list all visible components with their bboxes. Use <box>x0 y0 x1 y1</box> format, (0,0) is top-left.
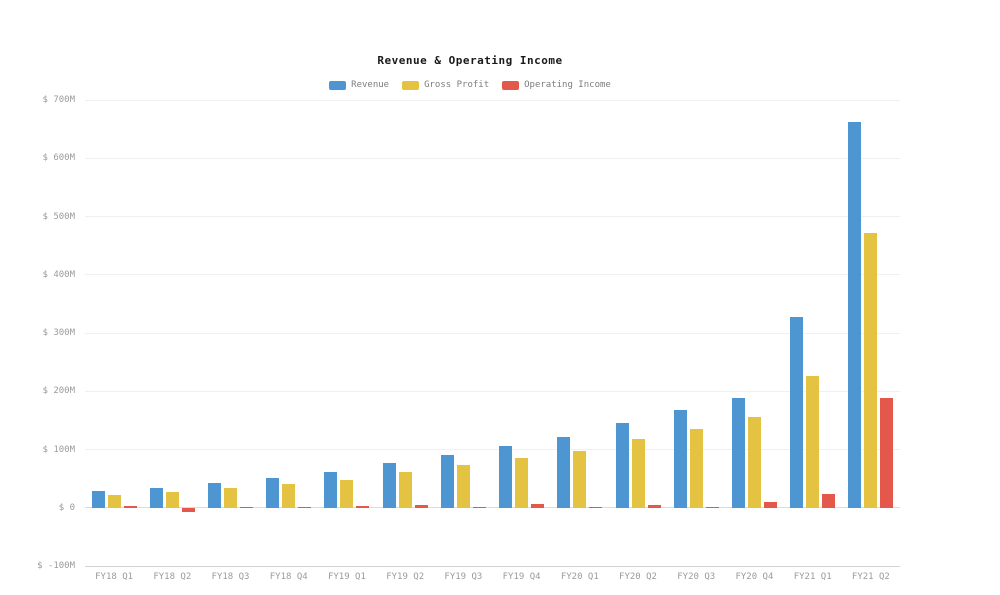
gridline <box>85 449 900 450</box>
bar-revenue <box>673 410 687 508</box>
bar-gross-profit <box>224 487 238 508</box>
chart-title: Revenue & Operating Income <box>377 54 563 67</box>
bar-gross-profit <box>864 233 878 508</box>
legend-item-revenue[interactable]: Revenue <box>329 80 389 90</box>
y-tick-label: $ 0 <box>58 502 75 513</box>
bar-gross-profit <box>747 416 761 508</box>
bar-revenue <box>499 446 513 508</box>
legend-swatch-operating-income <box>502 80 520 90</box>
x-tick-label: FY21 Q2 <box>851 572 890 582</box>
bar-operating-income <box>240 506 254 508</box>
bar-operating-income <box>123 506 137 508</box>
y-tick-label: $ 300M <box>42 328 75 338</box>
bar-gross-profit <box>456 464 470 508</box>
bar-gross-profit <box>107 494 121 508</box>
bar-operating-income <box>181 507 195 512</box>
x-tick-label: FY19 Q2 <box>386 572 425 582</box>
legend-label: Gross Profit <box>424 80 490 90</box>
gridline <box>85 274 900 276</box>
gridline <box>85 99 900 101</box>
bar-gross-profit <box>573 450 587 508</box>
x-tick-label: FY20 Q4 <box>735 572 774 582</box>
bar-gross-profit <box>631 439 645 508</box>
x-tick-label: FY19 Q4 <box>502 572 541 582</box>
legend-item-operating-income[interactable]: Operating Income <box>502 80 611 90</box>
x-tick-label: FY21 Q1 <box>793 572 832 582</box>
bar-operating-income <box>356 506 370 508</box>
x-tick-label: FY19 Q3 <box>444 572 483 582</box>
bar-gross-profit <box>398 471 412 508</box>
bar-operating-income <box>705 506 719 508</box>
bar-revenue <box>848 121 862 508</box>
y-tick-label: $ -100M <box>37 561 75 571</box>
gridline <box>85 216 900 217</box>
bar-operating-income <box>298 506 312 508</box>
gridline <box>85 390 900 392</box>
gridline <box>85 332 900 334</box>
x-tick-label: FY20 Q1 <box>560 572 599 582</box>
gridline <box>85 565 900 567</box>
x-tick-label: FY18 Q2 <box>153 572 192 582</box>
bar-revenue <box>615 422 629 508</box>
y-tick-label: $ 200M <box>42 386 75 397</box>
bar-gross-profit <box>340 479 354 508</box>
chart-legend: Revenue Gross Profit Operating Income <box>0 80 940 90</box>
y-tick-label: $ 400M <box>42 269 75 280</box>
bar-gross-profit <box>165 492 179 508</box>
y-tick-label: $ 700M <box>42 95 75 105</box>
bar-operating-income <box>472 506 486 508</box>
bar-operating-income <box>414 504 428 508</box>
x-tick-label: FY20 Q3 <box>677 572 716 582</box>
legend-label: Operating Income <box>524 80 611 90</box>
bar-operating-income <box>589 506 603 508</box>
x-tick-label: FY18 Q4 <box>269 572 308 582</box>
bar-operating-income <box>763 501 777 508</box>
legend-label: Revenue <box>351 80 390 90</box>
bar-revenue <box>440 455 454 508</box>
bar-revenue <box>557 436 571 508</box>
x-tick-label: FY19 Q1 <box>327 572 366 582</box>
bar-gross-profit <box>515 457 529 508</box>
bar-operating-income <box>822 494 836 508</box>
bar-revenue <box>208 483 222 508</box>
bar-revenue <box>91 491 105 508</box>
bar-revenue <box>731 398 745 508</box>
zero-gridline <box>85 507 900 509</box>
bar-operating-income <box>647 504 661 508</box>
legend-swatch-gross-profit <box>402 80 420 90</box>
bar-gross-profit <box>689 428 703 508</box>
legend-swatch-revenue <box>329 80 347 90</box>
x-tick-label: FY20 Q2 <box>619 572 657 582</box>
bar-revenue <box>266 478 280 508</box>
bar-revenue <box>790 316 804 508</box>
y-tick-label: $ 600M <box>42 153 75 164</box>
bar-gross-profit <box>806 376 820 508</box>
bar-gross-profit <box>282 483 296 508</box>
legend-item-gross-profit[interactable]: Gross Profit <box>402 80 489 90</box>
y-tick-label: $ 100M <box>42 444 75 455</box>
x-tick-label: FY18 Q1 <box>95 572 134 582</box>
x-tick-label: FY18 Q3 <box>211 572 250 582</box>
y-tick-label: $ 500M <box>42 211 75 222</box>
bar-operating-income <box>531 503 545 508</box>
bar-revenue <box>324 472 338 508</box>
bar-revenue <box>382 463 396 508</box>
bar-revenue <box>149 487 163 508</box>
gridline <box>85 157 900 159</box>
bar-operating-income <box>880 398 894 508</box>
